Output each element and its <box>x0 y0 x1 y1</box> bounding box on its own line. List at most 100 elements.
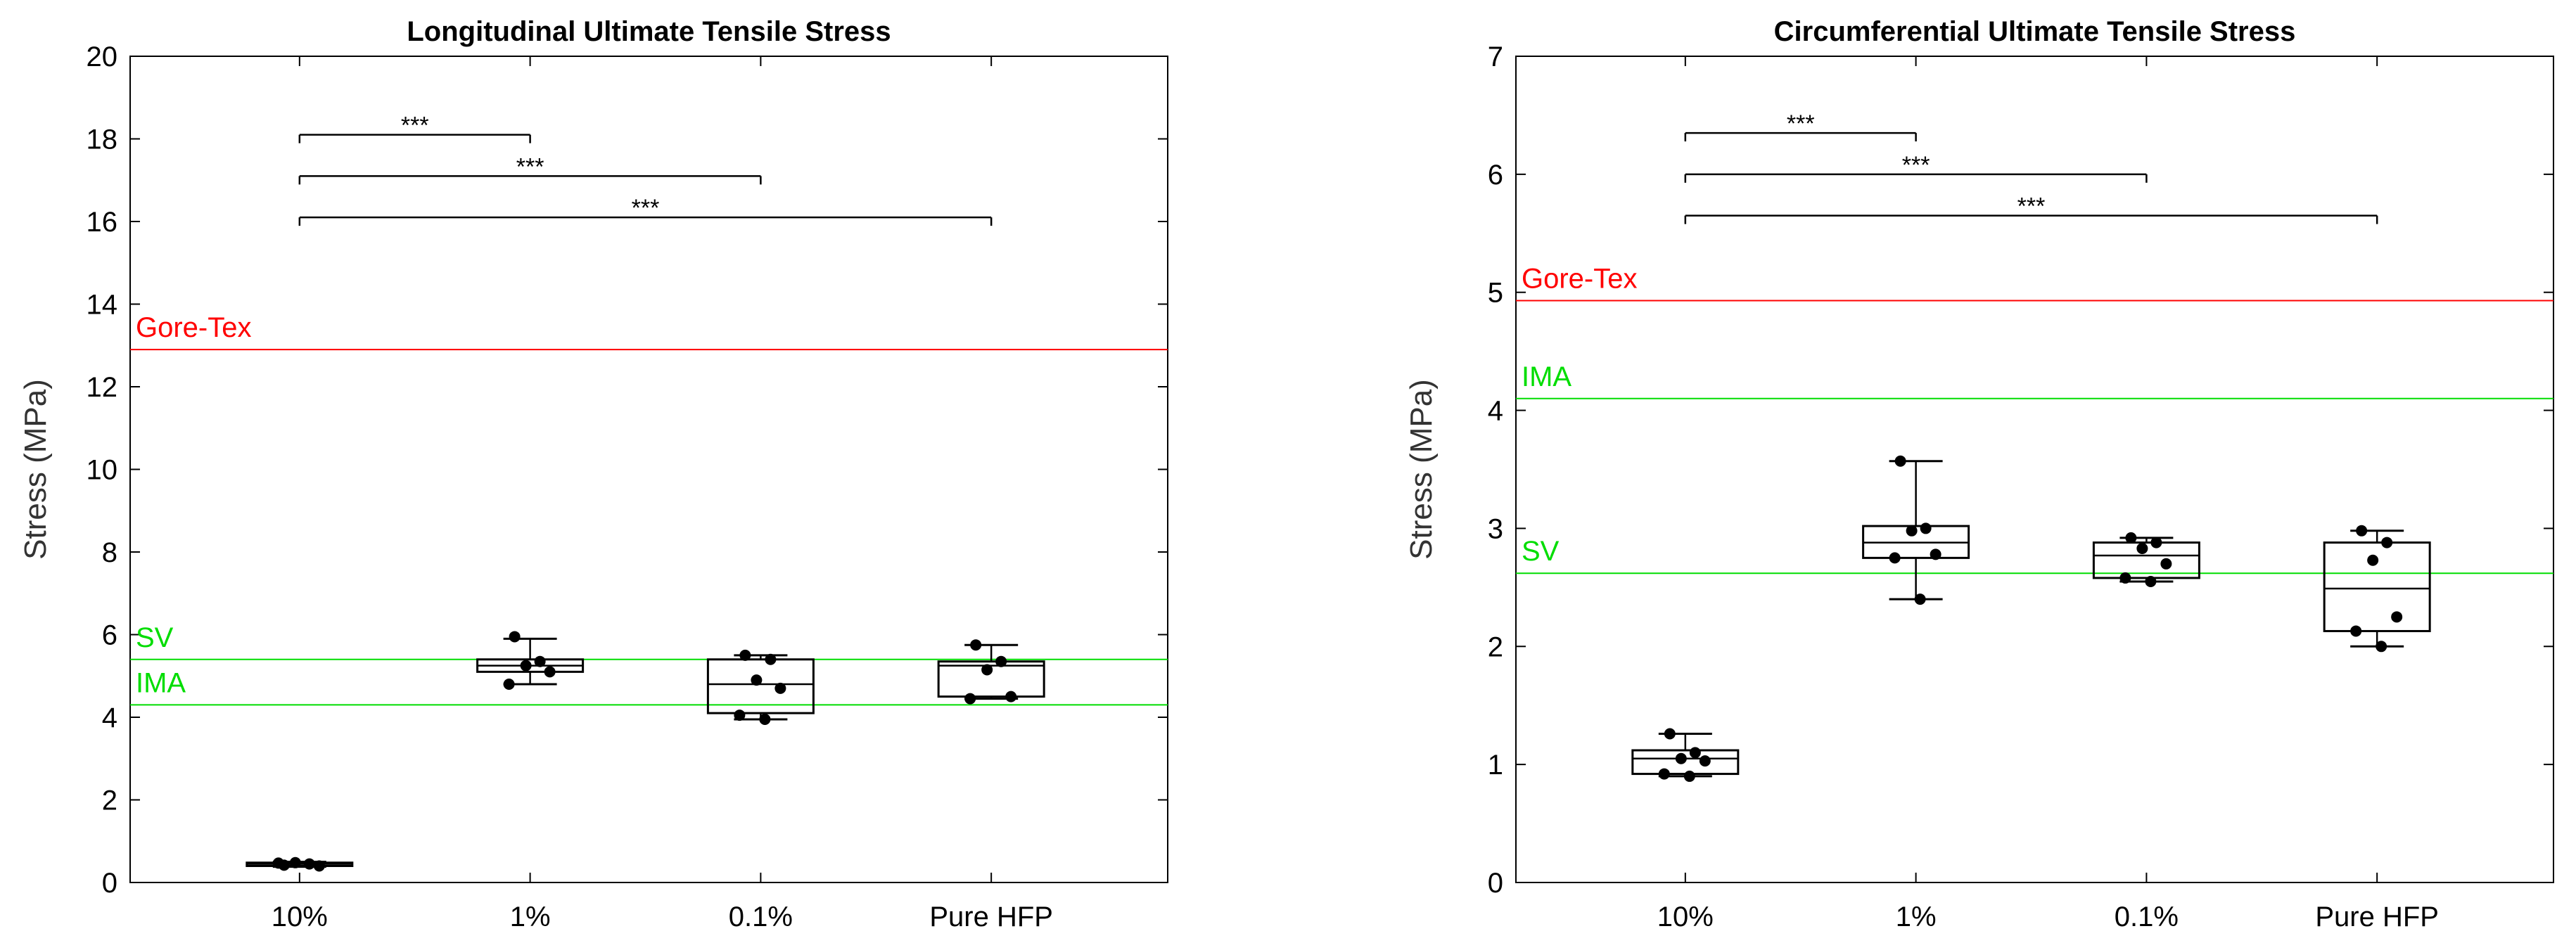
y-tick-label: 18 <box>87 124 118 155</box>
plot-frame <box>1515 56 2554 883</box>
data-point <box>2391 611 2403 623</box>
significance-bracket: *** <box>298 195 993 226</box>
data-point <box>544 666 556 678</box>
y-tick-label: 8 <box>102 537 117 568</box>
box-iqr <box>706 658 815 714</box>
y-tick-label: 4 <box>1488 396 1503 427</box>
box-2 <box>2092 532 2200 587</box>
y-tick-label: 10 <box>87 455 118 486</box>
data-point <box>964 693 976 705</box>
data-point <box>734 710 746 721</box>
data-point <box>995 655 1007 667</box>
reference-line-label: SV <box>136 622 174 653</box>
data-point <box>2376 641 2387 653</box>
box-1 <box>1862 455 1970 605</box>
box-iqr <box>937 660 1045 698</box>
y-tick-label: 0 <box>1488 868 1503 899</box>
data-point <box>759 713 771 725</box>
y-tick-label: 12 <box>87 372 118 403</box>
x-tick-label: 0.1% <box>2115 901 2179 932</box>
data-point <box>751 674 763 686</box>
x-tick-label: Pure HFP <box>2315 901 2439 932</box>
data-point <box>2150 537 2162 548</box>
x-tick-label: 1% <box>510 901 551 932</box>
data-point <box>981 664 993 676</box>
longitudinal-uts-chart: Longitudinal Ultimate Tensile Stress 0 2 4 6… <box>18 16 1168 932</box>
data-point <box>1675 752 1687 764</box>
reference-line-label: IMA <box>1522 361 1571 392</box>
significance-label: *** <box>2017 193 2046 220</box>
data-point <box>313 860 325 872</box>
x-tick-label: 1% <box>1896 901 1937 932</box>
circumferential-uts-chart: Circumferential Ultimate Tensile Stress 0… <box>1404 16 2554 932</box>
data-point <box>1914 593 1926 605</box>
significance-bracket: *** <box>1684 152 2148 183</box>
y-tick-label: 16 <box>87 207 118 238</box>
reference-line-label: IMA <box>136 667 186 698</box>
box-3 <box>2323 525 2431 653</box>
significance-bracket: *** <box>1684 110 1917 142</box>
data-point <box>1689 747 1701 759</box>
significance-bracket: *** <box>298 153 762 185</box>
x-tick-label: 10% <box>1657 901 1714 932</box>
y-tick-label: 20 <box>87 41 118 72</box>
box-3 <box>937 639 1045 705</box>
y-tick-label: 2 <box>102 785 117 816</box>
data-point <box>2145 575 2157 587</box>
data-point <box>503 679 515 690</box>
significance-label: *** <box>1787 110 1815 137</box>
data-point <box>1699 755 1711 767</box>
box-iqr <box>2323 541 2431 632</box>
data-point <box>1658 768 1670 780</box>
data-point <box>2350 625 2362 637</box>
y-axis-label: Stress (MPa) <box>18 379 53 560</box>
y-tick-label: 6 <box>102 620 117 651</box>
data-point <box>2381 537 2393 548</box>
box-2 <box>706 649 815 725</box>
data-point <box>1894 455 1906 467</box>
chart-title: Circumferential Ultimate Tensile Stress <box>1774 16 2296 47</box>
plot-frame <box>129 56 1168 883</box>
significance-bracket: *** <box>1684 193 2378 224</box>
significance-label: *** <box>1902 152 1930 179</box>
box-0 <box>246 856 354 872</box>
data-point <box>2119 572 2131 584</box>
significance-bracket: *** <box>298 113 531 143</box>
y-tick-label: 2 <box>1488 631 1503 662</box>
data-point <box>272 857 284 869</box>
data-point <box>774 682 786 694</box>
box-0 <box>1631 728 1740 782</box>
data-point <box>1920 522 1932 534</box>
data-point <box>2125 532 2137 544</box>
y-axis-label: Stress (MPa) <box>1404 379 1439 560</box>
chart-title: Longitudinal Ultimate Tensile Stress <box>407 16 891 47</box>
x-tick-label: 10% <box>272 901 328 932</box>
data-point <box>1889 552 1901 564</box>
y-tick-label: 5 <box>1488 278 1503 309</box>
data-point <box>1906 525 1918 537</box>
data-point <box>1664 728 1676 740</box>
data-point <box>970 639 982 651</box>
data-point <box>739 649 751 661</box>
x-tick-label: 0.1% <box>729 901 793 932</box>
data-point <box>520 660 532 672</box>
y-tick-label: 6 <box>1488 160 1503 191</box>
y-tick-label: 3 <box>1488 513 1503 544</box>
y-tick-label: 1 <box>1488 750 1503 781</box>
y-tick-label: 7 <box>1488 41 1503 72</box>
x-tick-label: Pure HFP <box>929 901 1053 932</box>
data-point <box>1930 548 1941 560</box>
data-point <box>2136 542 2148 554</box>
y-tick-label: 14 <box>87 290 118 321</box>
significance-label: *** <box>632 195 660 222</box>
reference-line-label: SV <box>1522 536 1560 567</box>
data-point <box>1683 770 1695 782</box>
significance-label: *** <box>516 153 544 180</box>
data-point <box>289 856 301 868</box>
y-tick-label: 0 <box>102 868 117 899</box>
data-point <box>2160 558 2172 570</box>
data-point <box>1005 691 1017 702</box>
reference-line-label: Gore-Tex <box>1522 263 1638 294</box>
significance-label: *** <box>401 113 429 139</box>
